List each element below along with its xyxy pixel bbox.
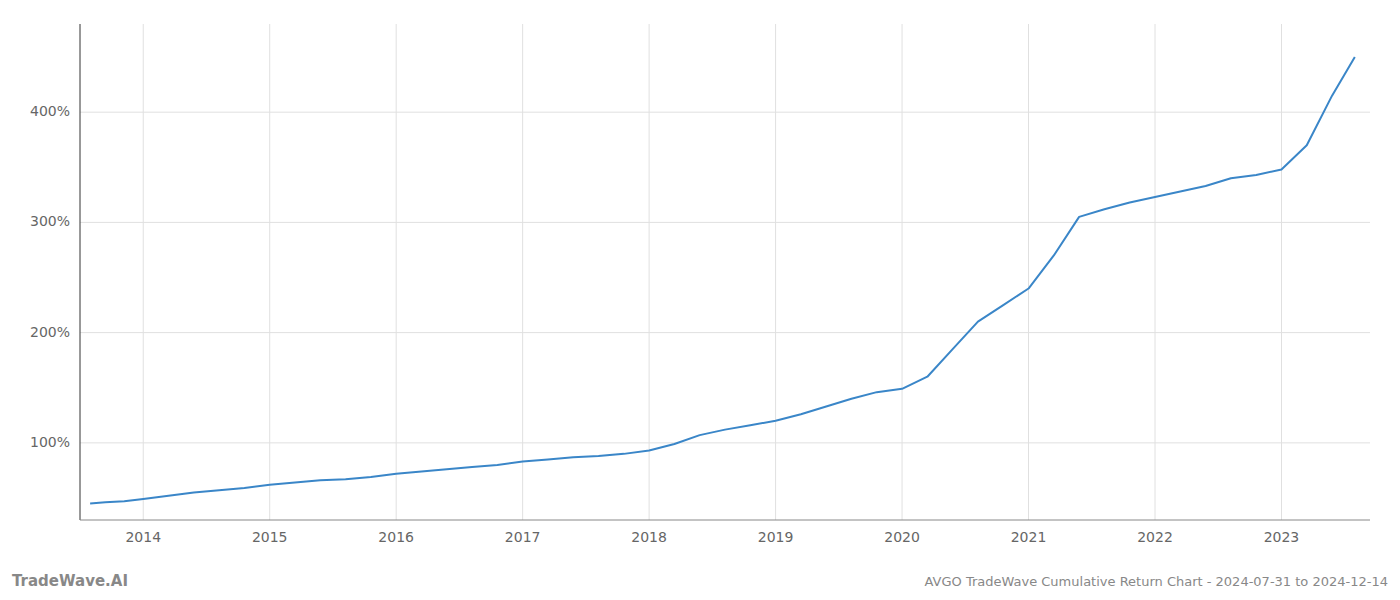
x-tick-label: 2023 <box>1264 529 1300 545</box>
chart-svg: 100% 200% 300% 400% 2014 2015 2016 2017 2018 2019… <box>0 0 1400 600</box>
x-grid-line <box>396 24 397 520</box>
y-tick-label: 400% <box>30 103 70 119</box>
x-grid-line <box>1281 24 1282 520</box>
x-grid-line <box>775 24 776 520</box>
x-grid-line <box>522 24 523 520</box>
x-tick-label: 2020 <box>884 529 920 545</box>
y-tick-label: 200% <box>30 324 70 340</box>
y-grid-line <box>80 222 1370 223</box>
x-tick-label: 2022 <box>1137 529 1173 545</box>
x-tick-label: 2016 <box>378 529 414 545</box>
grid <box>80 24 1370 520</box>
x-tick-label: 2017 <box>505 529 541 545</box>
chart-container: 100% 200% 300% 400% 2014 2015 2016 2017 2018 2019… <box>0 0 1400 600</box>
x-grid-line <box>1155 24 1156 520</box>
y-tick-label: 300% <box>30 213 70 229</box>
x-tick-label: 2015 <box>252 529 288 545</box>
title: AVGO TradeWave Cumulative Return Chart -… <box>925 574 1389 589</box>
watermark: TradeWave.AI <box>12 572 128 590</box>
plot-area <box>90 57 1355 503</box>
x-grid-line <box>1028 24 1029 520</box>
y-grid-line <box>80 442 1370 443</box>
x-tick-label: 2021 <box>1011 529 1047 545</box>
x-tick-label: 2018 <box>631 529 667 545</box>
x-grid-line <box>143 24 144 520</box>
x-grid-line <box>902 24 903 520</box>
y-tick-label: 100% <box>30 434 70 450</box>
x-tick-label: 2014 <box>125 529 161 545</box>
x-axis-line <box>80 520 1370 521</box>
y-grid-line <box>80 112 1370 113</box>
background <box>0 0 1400 600</box>
x-grid-line <box>269 24 270 520</box>
line <box>90 57 1355 503</box>
x-tick-label: 2019 <box>758 529 794 545</box>
y-axis-line <box>80 24 81 520</box>
y-grid-line <box>80 332 1370 333</box>
x-grid-line <box>649 24 650 520</box>
